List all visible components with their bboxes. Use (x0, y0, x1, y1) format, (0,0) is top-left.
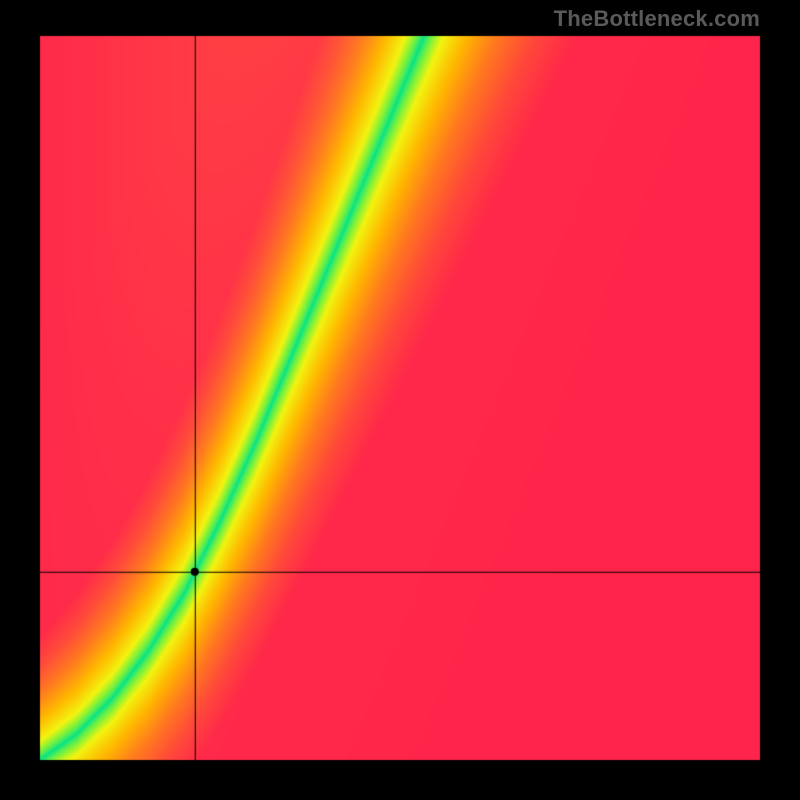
watermark-text: TheBottleneck.com (554, 6, 760, 32)
bottleneck-heatmap (0, 0, 800, 800)
